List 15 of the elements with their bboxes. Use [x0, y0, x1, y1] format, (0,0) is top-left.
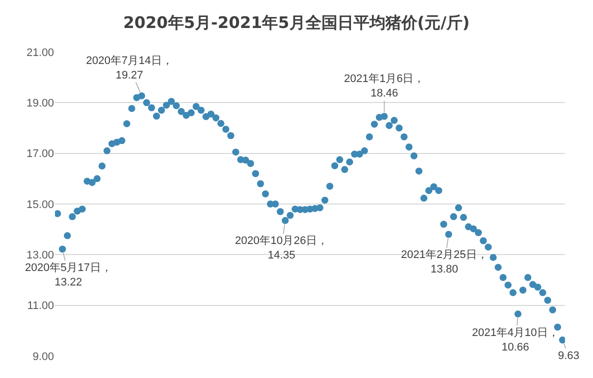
annotation: 2021年4月10日， 10.66 — [472, 327, 559, 354]
annotation: 2020年10月26日， 14.35 — [235, 235, 328, 262]
y-tick-label: 21.00 — [26, 46, 54, 59]
annotation: 2020年5月17日， 13.22 — [25, 262, 112, 288]
annotation: 2021年1月6日， 18.46 — [344, 73, 425, 100]
annotation: 2021年2月25日， 13.80 — [401, 249, 488, 276]
annotation: 2020年7月14日， 19.27 — [86, 55, 173, 82]
y-tick-label: 13.00 — [26, 250, 54, 262]
annotation: 9.63 — [558, 350, 580, 362]
y-tick-label: 9.00 — [32, 350, 54, 363]
y-tick-label: 11.00 — [27, 300, 54, 312]
y-tick-label: 15.00 — [26, 198, 54, 211]
chart-title: 2020年5月-2021年5月全国日平均猪价(元/斤) — [123, 13, 470, 32]
y-tick-label: 19.00 — [26, 98, 54, 110]
y-tick-label: 17.00 — [26, 148, 54, 160]
